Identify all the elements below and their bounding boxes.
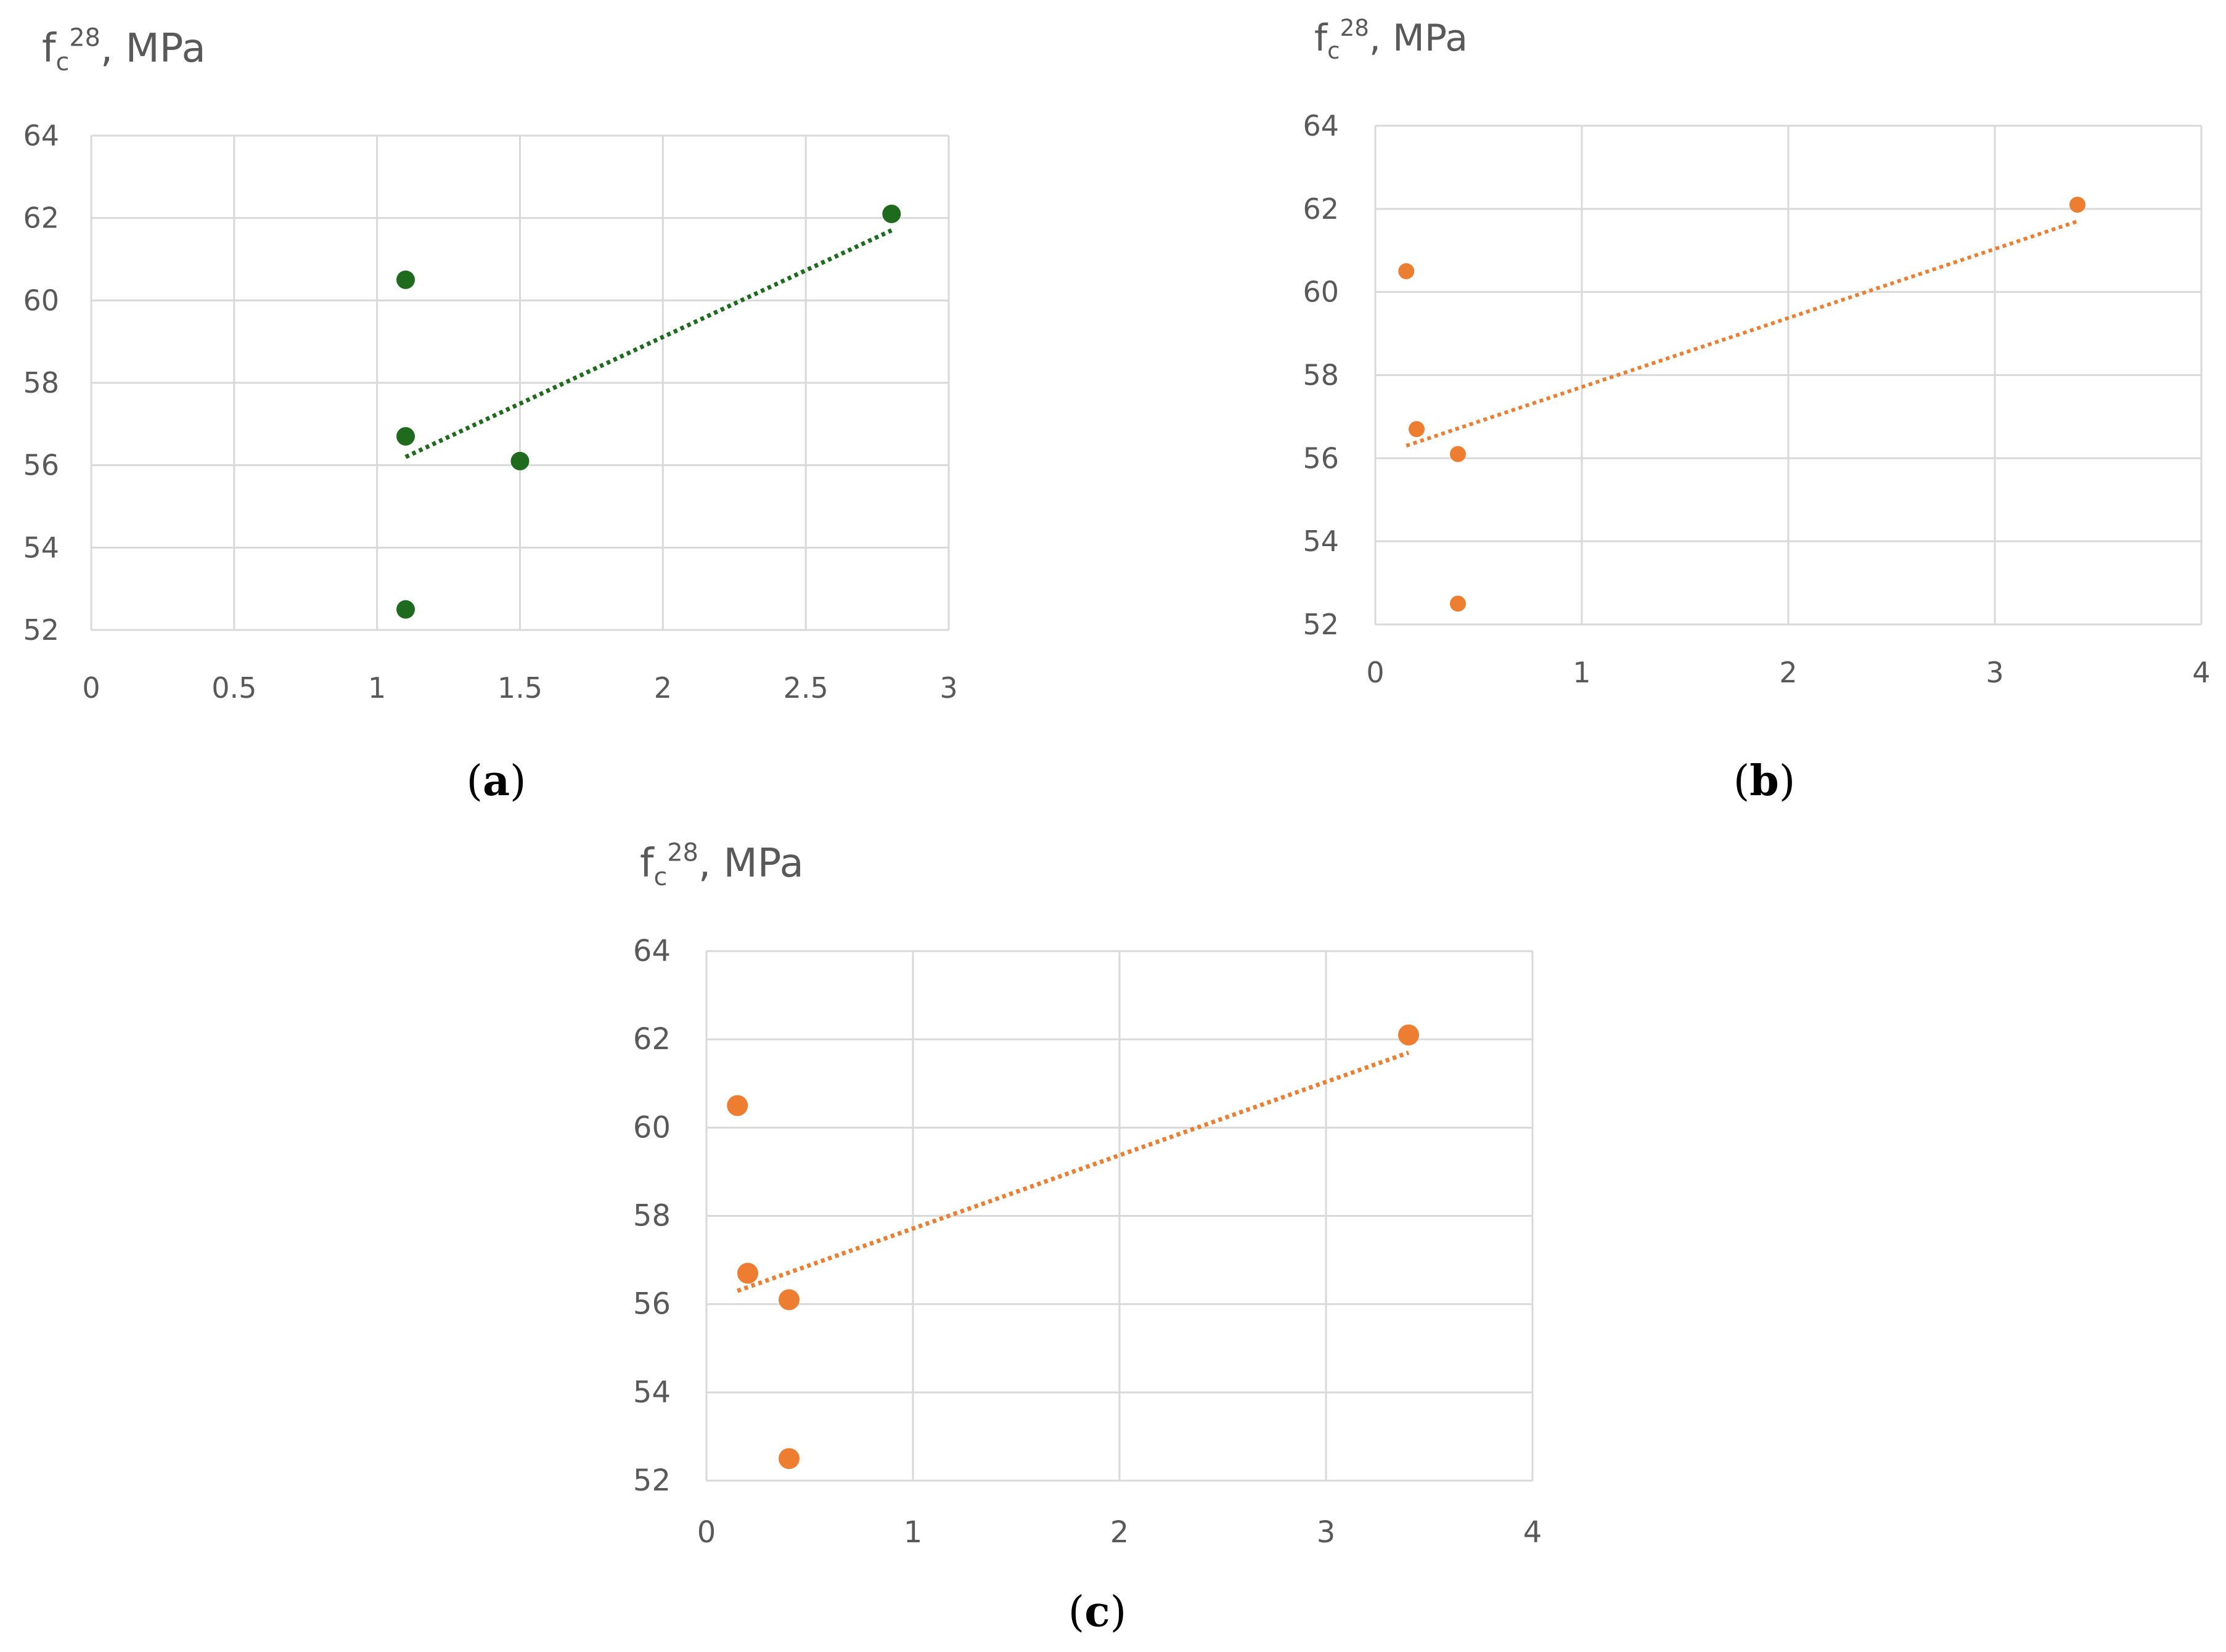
y-axis-label-base: f xyxy=(640,841,655,886)
y-tick-label: 60 xyxy=(1303,276,1339,309)
y-axis-label-superscript: 28 xyxy=(1340,14,1369,41)
y-tick-label: 58 xyxy=(23,366,59,399)
y-tick-label: 60 xyxy=(23,284,59,317)
x-tick-label: 0.5 xyxy=(211,671,256,705)
panel-label: (a) xyxy=(466,756,526,806)
panel-label-close: ) xyxy=(1779,757,1796,806)
y-axis-label-base: f xyxy=(42,26,57,72)
x-tick-label: 1 xyxy=(368,671,386,705)
y-axis-label-base: f xyxy=(1314,17,1328,60)
y-tick-label: 56 xyxy=(23,449,59,482)
x-tick-label: 1 xyxy=(1573,656,1590,689)
x-tick-label: 2 xyxy=(654,671,672,705)
y-tick-label: 62 xyxy=(633,1022,671,1057)
trendline xyxy=(1406,219,2078,448)
y-axis-label-unit: , MPa xyxy=(698,841,804,886)
data-point xyxy=(779,1289,800,1311)
y-tick-label: 52 xyxy=(1303,608,1339,641)
y-tick-label: 52 xyxy=(633,1463,671,1498)
data-point xyxy=(1398,263,1415,279)
y-tick-label: 62 xyxy=(23,202,59,235)
x-tick-label: 4 xyxy=(1523,1515,1542,1550)
y-tick-label: 62 xyxy=(1303,192,1339,226)
panel-label: (b) xyxy=(1733,756,1796,806)
panel-label-letter: b xyxy=(1749,756,1779,806)
y-tick-label: 64 xyxy=(1303,109,1339,142)
y-tick-label: 56 xyxy=(633,1287,671,1322)
x-tick-label: 0 xyxy=(1366,656,1384,689)
x-tick-label: 3 xyxy=(1317,1515,1336,1550)
panel-label-close: ) xyxy=(1110,1588,1127,1637)
data-point xyxy=(779,1448,800,1470)
data-point xyxy=(727,1095,748,1116)
x-tick-label: 0 xyxy=(697,1515,716,1550)
y-axis-label-subscript: c xyxy=(1327,37,1340,64)
data-point xyxy=(510,451,530,470)
y-axis-label-subscript: c xyxy=(56,48,70,76)
y-axis-label-subscript: c xyxy=(654,863,668,891)
data-point xyxy=(2069,197,2085,213)
trendline xyxy=(404,228,893,459)
x-tick-label: 1 xyxy=(904,1515,923,1550)
chart-panel-a: 52 54 56 58 60 62 64 0 0.5 1 1.5 2 2.5 3 fc28, MPa (a) xyxy=(23,23,957,806)
x-tick-label: 1.5 xyxy=(497,671,542,705)
x-tick-label: 0 xyxy=(82,671,100,705)
data-point xyxy=(1398,1024,1419,1046)
panel-label: (c) xyxy=(1068,1587,1126,1637)
y-tick-label: 64 xyxy=(23,119,59,152)
x-tick-label: 2 xyxy=(1779,656,1797,689)
data-point xyxy=(737,1262,758,1284)
y-tick-label: 54 xyxy=(23,531,59,564)
data-point xyxy=(1450,595,1466,612)
y-axis-label: fc28, MPa xyxy=(42,23,206,76)
chart-panel-b: 52 54 56 58 60 62 64 0 1 2 3 4 fc28, MPa (b) xyxy=(1303,14,2210,806)
panel-label-open: ( xyxy=(1068,1588,1085,1637)
data-point xyxy=(396,600,415,619)
x-tick-label: 4 xyxy=(2192,656,2210,689)
y-axis-label: fc28, MPa xyxy=(640,838,804,891)
y-axis-label: fc28, MPa xyxy=(1314,14,1468,64)
y-tick-label: 54 xyxy=(633,1375,671,1410)
x-tick-label: 3 xyxy=(1986,656,2003,689)
x-tick-label: 2 xyxy=(1110,1515,1129,1550)
panel-label-close: ) xyxy=(510,757,526,806)
panel-label-open: ( xyxy=(466,757,483,806)
y-axis-label-superscript: 28 xyxy=(667,838,698,867)
y-tick-label: 58 xyxy=(633,1199,671,1233)
x-tick-label: 3 xyxy=(939,671,957,705)
panel-label-letter: a xyxy=(483,756,510,806)
data-point xyxy=(1409,421,1425,438)
y-tick-label: 58 xyxy=(1303,359,1339,392)
panel-label-letter: c xyxy=(1084,1587,1110,1637)
data-point xyxy=(396,427,415,446)
trendline xyxy=(737,1050,1410,1293)
y-tick-label: 64 xyxy=(633,934,671,968)
y-tick-label: 54 xyxy=(1303,525,1339,558)
y-tick-label: 56 xyxy=(1303,441,1339,475)
panel-label-open: ( xyxy=(1733,757,1750,806)
data-point xyxy=(396,270,415,289)
y-axis-label-unit: , MPa xyxy=(1369,17,1468,60)
data-point xyxy=(882,204,901,223)
data-point xyxy=(1450,446,1466,462)
y-tick-label: 52 xyxy=(23,613,59,647)
x-tick-label: 2.5 xyxy=(784,671,829,705)
y-axis-label-superscript: 28 xyxy=(69,23,100,52)
y-axis-label-unit: , MPa xyxy=(100,26,206,72)
y-tick-label: 60 xyxy=(633,1110,671,1145)
